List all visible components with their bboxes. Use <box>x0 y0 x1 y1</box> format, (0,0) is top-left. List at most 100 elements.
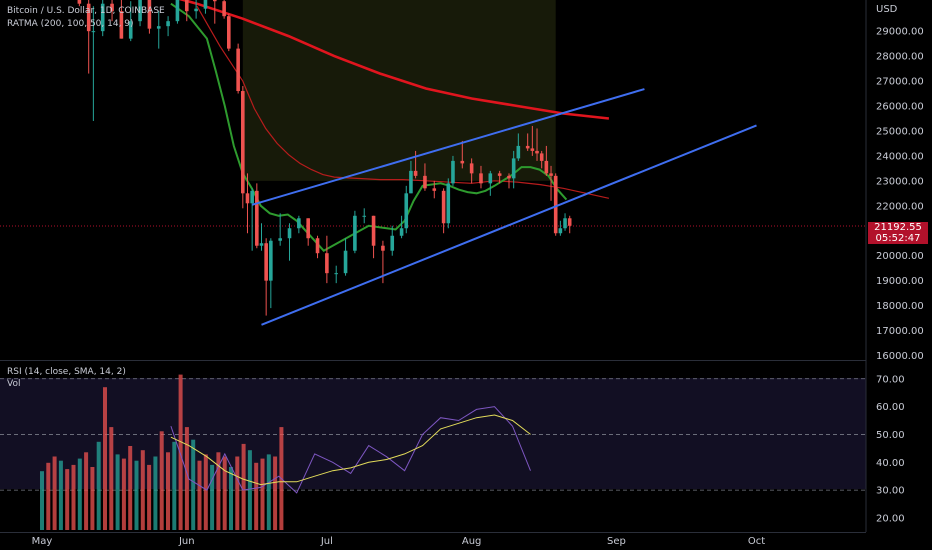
candle-body <box>353 215 357 251</box>
volume-label[interactable]: Vol <box>7 379 21 389</box>
volume-bar <box>84 452 89 530</box>
volume-bar <box>71 464 76 530</box>
candle-body <box>549 173 553 176</box>
candle-body <box>222 1 226 17</box>
rsi-tick-label: 40.00 <box>876 458 905 469</box>
candle-body <box>558 228 563 234</box>
candle-body <box>184 0 189 12</box>
rsi-tick-label: 70.00 <box>876 374 905 385</box>
volume-bar <box>178 374 183 530</box>
volume-bar <box>222 456 227 530</box>
volume-bar <box>96 441 101 530</box>
volume-bar <box>40 471 44 530</box>
volume-bar <box>52 456 57 530</box>
price-tick-label: 23000.00 <box>876 176 924 187</box>
candle-body <box>255 190 259 246</box>
volume-bar <box>203 454 208 530</box>
candle-body <box>236 48 240 92</box>
month-tick-label: May <box>32 536 53 547</box>
cloud-area <box>242 0 556 181</box>
indicator-label[interactable]: RATMA (200, 100, 50, 14, 9) <box>7 19 134 29</box>
candle-body <box>245 193 250 204</box>
volume-bar <box>103 387 107 530</box>
trendlines[interactable] <box>251 88 757 326</box>
price-tick-label: 24000.00 <box>876 151 924 162</box>
candle-body <box>269 240 273 281</box>
candle-body <box>362 215 367 217</box>
candle-body <box>77 0 82 4</box>
volume-bar <box>121 458 126 530</box>
candle-body <box>563 218 567 229</box>
price-tick-label: 27000.00 <box>876 77 924 88</box>
candle-body <box>334 273 339 275</box>
candle-body <box>264 243 268 281</box>
candle-body <box>525 145 530 149</box>
candle-body <box>441 190 446 224</box>
candle-body <box>469 163 474 174</box>
month-tick-label: Sep <box>607 536 626 547</box>
candle-body <box>297 218 301 229</box>
candle-body <box>325 253 329 274</box>
candle-body <box>511 158 516 179</box>
candle-body <box>479 173 483 184</box>
candle-body <box>451 160 455 184</box>
price-tick-label: 25000.00 <box>876 126 924 137</box>
candle-body <box>423 175 427 189</box>
candle-body <box>100 3 105 32</box>
volume-bar <box>115 454 120 530</box>
rsi-tick-label: 50.00 <box>876 430 905 441</box>
candle-body <box>110 3 114 12</box>
volume-bar <box>153 456 158 530</box>
rsi-label[interactable]: RSI (14, close, SMA, 14, 2) <box>7 367 126 377</box>
candle-body <box>147 0 152 29</box>
rsi-tick-label: 30.00 <box>876 486 905 497</box>
candle-body <box>175 0 180 22</box>
candle-body <box>390 235 395 251</box>
candle-body <box>409 170 413 194</box>
candle-body <box>507 175 511 179</box>
volume-bar <box>90 467 95 530</box>
currency-label: USD <box>876 4 898 15</box>
volume-bar <box>140 450 145 530</box>
volume-bar <box>166 452 170 530</box>
month-tick-label: Oct <box>748 536 765 547</box>
price-tick-label: 19000.00 <box>876 276 924 287</box>
candle-body <box>119 11 124 39</box>
candle-body <box>432 188 437 191</box>
volume-bar <box>159 431 164 530</box>
volume-bar <box>241 443 246 530</box>
ma-cloud-shading <box>242 0 556 181</box>
volume-bar <box>254 462 259 530</box>
volume-bar <box>247 450 252 530</box>
candle-body <box>86 3 91 32</box>
volume-bar <box>128 446 133 530</box>
current-price-tag: 21192.55 <box>868 222 928 233</box>
candle-body <box>460 160 465 164</box>
candlestick-series[interactable] <box>40 0 572 316</box>
candle-body <box>516 145 521 159</box>
volume-bar <box>109 427 114 530</box>
rsi-axis[interactable]: 20.00 30.00 40.00 50.00 60.00 70.00 <box>876 374 905 524</box>
volume-bar <box>216 452 221 530</box>
volume-bar <box>46 462 51 530</box>
volume-bar <box>147 464 152 530</box>
volume-bar <box>273 456 278 530</box>
volume-bar <box>134 460 139 530</box>
time-axis[interactable]: May Jun Jul Aug Sep Oct <box>0 532 866 548</box>
candle-body <box>278 238 282 241</box>
trendline-lower <box>261 124 757 326</box>
candle-body <box>530 148 535 151</box>
candle-body <box>446 183 451 224</box>
month-tick-label: Jul <box>320 536 333 547</box>
candle-body <box>488 173 493 184</box>
volume-bar <box>172 441 177 530</box>
candle-body <box>241 91 245 194</box>
candle-body <box>553 175 558 234</box>
volume-bar <box>266 454 271 530</box>
candle-body <box>343 250 348 274</box>
candle-body <box>381 245 385 251</box>
candle-body <box>544 160 549 174</box>
price-tick-label: 18000.00 <box>876 301 924 312</box>
chart-title[interactable]: Bitcoin / U.S. Dollar, 1D, COINBASE <box>7 6 165 16</box>
